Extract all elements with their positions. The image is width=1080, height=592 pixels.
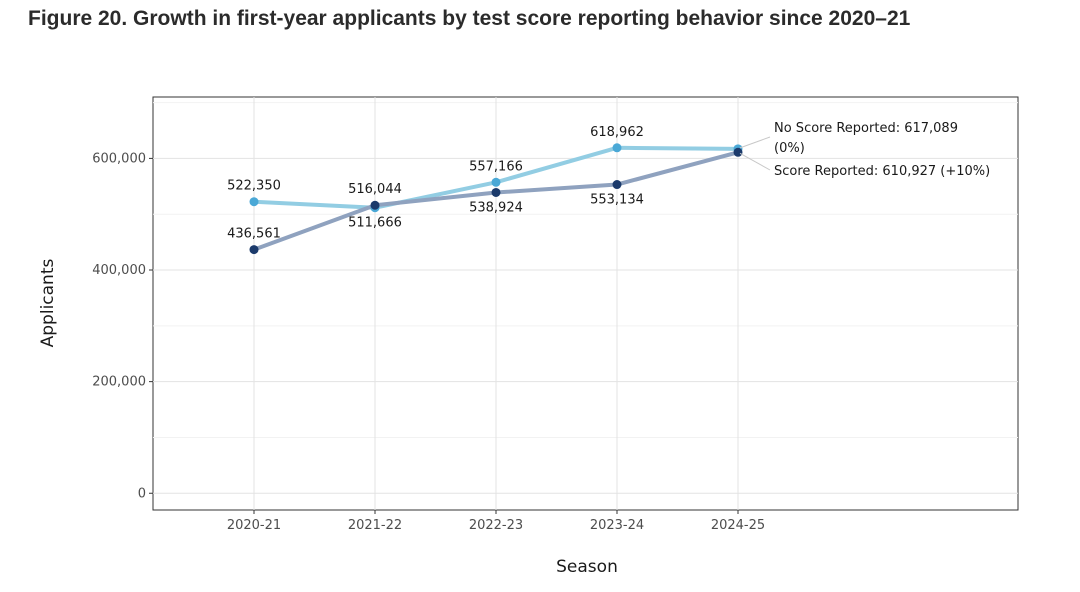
plot-panel	[152, 96, 1019, 511]
data-point-score	[733, 147, 743, 157]
x-tick-label: 2022-23	[469, 518, 523, 533]
annotation-leader-line	[739, 136, 771, 149]
data-point-score	[249, 245, 259, 255]
x-tick-label: 2020-21	[227, 518, 281, 533]
grid-lines	[153, 97, 1018, 510]
data-labels: 522,350 436,561 511,666 516,044 557,166 538,9…	[227, 125, 644, 242]
y-tick-label: 400,000	[92, 263, 146, 278]
end-annotation-no-score: No Score Reported: 617,089	[774, 121, 958, 136]
end-annotations: No Score Reported: 617,089 (0%) Score Repo…	[739, 121, 990, 179]
x-tick-label: 2023-24	[590, 518, 644, 533]
annotation-leader-line	[739, 152, 771, 171]
end-annotation-score: Score Reported: 610,927 (+10%)	[774, 164, 990, 179]
x-tick-label: 2024-25	[711, 518, 765, 533]
data-label-score: 538,924	[469, 200, 523, 215]
y-axis-title: Applicants	[38, 258, 58, 347]
data-label-score: 436,561	[227, 227, 281, 242]
figure-title: Figure 20. Growth in first-year applican…	[28, 7, 911, 30]
y-tick-label: 0	[138, 486, 146, 501]
axes: 0 200,000 400,000 600,000 2020-21 2021-22 2022…	[92, 151, 765, 533]
x-axis-title: Season	[556, 557, 618, 577]
data-point-score	[612, 180, 622, 190]
end-annotation-no-score: (0%)	[774, 141, 805, 156]
data-point-no-score	[612, 143, 622, 153]
x-tick-label: 2021-22	[348, 518, 402, 533]
y-tick-label: 200,000	[92, 375, 146, 390]
data-point-score	[491, 187, 501, 197]
data-point-score	[370, 200, 380, 210]
data-label-score: 516,044	[348, 182, 402, 197]
y-tick-label: 600,000	[92, 151, 146, 166]
data-label-no-score: 557,166	[469, 159, 523, 174]
data-label-no-score: 511,666	[348, 216, 402, 231]
data-label-no-score: 522,350	[227, 179, 281, 194]
data-label-score: 553,134	[590, 193, 644, 208]
data-point-no-score	[249, 197, 259, 207]
data-point-no-score	[491, 177, 501, 187]
data-label-no-score: 618,962	[590, 125, 644, 140]
series-points	[249, 143, 743, 255]
